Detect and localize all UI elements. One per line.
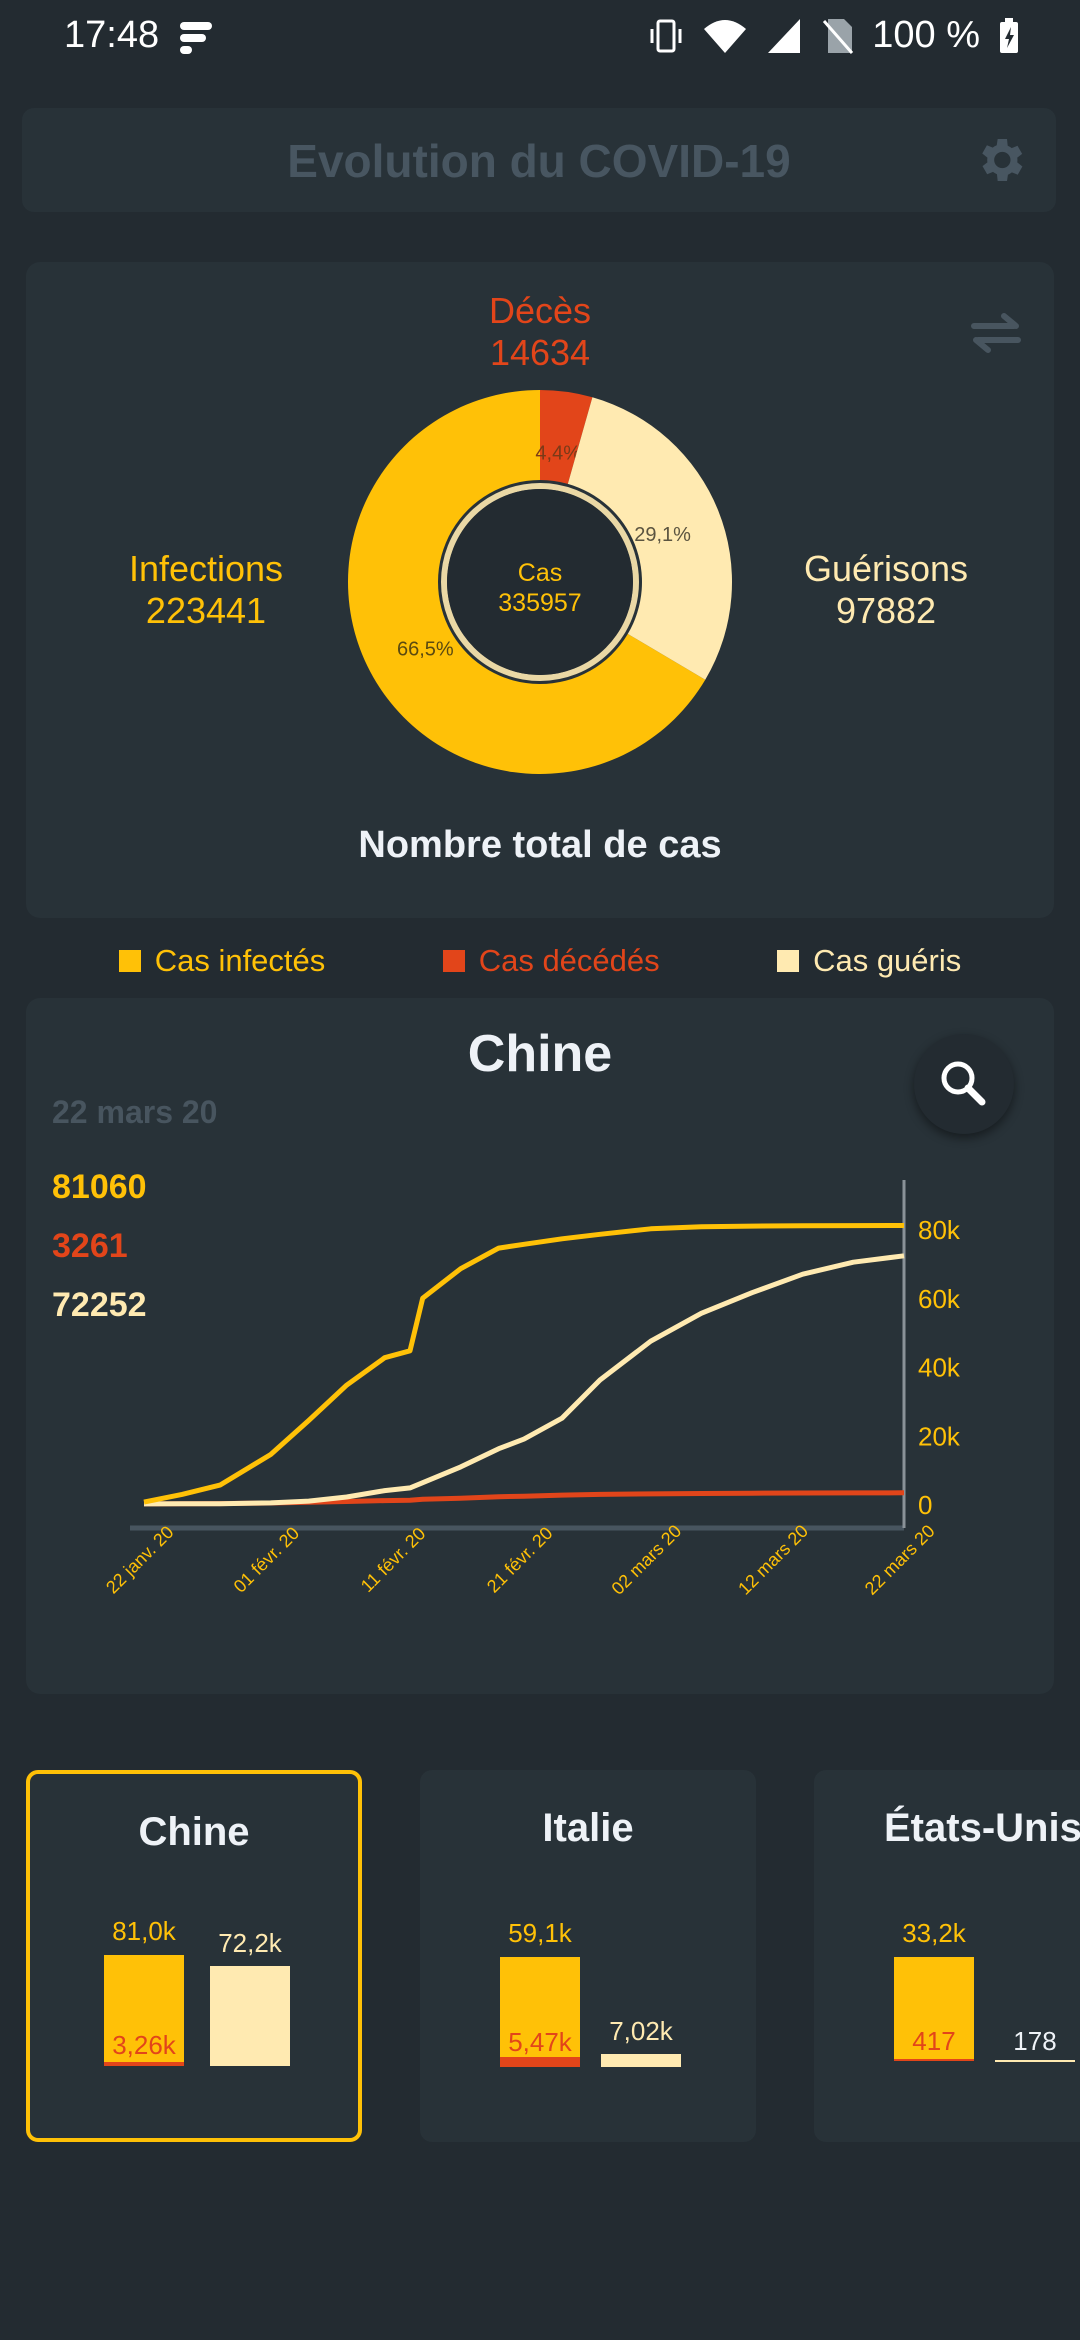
chart-legend: Cas infectés Cas décédés Cas guéris: [0, 936, 1080, 986]
bar-infected: [894, 1957, 974, 2061]
selected-infected-value: 81060: [52, 1168, 147, 1206]
y-tick-label: 0: [918, 1490, 932, 1520]
legend-deceased-label: Cas décédés: [478, 943, 660, 978]
country-card-name: Chine: [138, 1810, 250, 1854]
y-tick-label: 20k: [918, 1421, 961, 1451]
app-title: Evolution du COVID-19: [287, 135, 791, 187]
total-cases-donut-chart: 66,5% 4,4% 29,1%: [348, 390, 733, 774]
notification-app-icon: [180, 22, 212, 54]
deaths-summary: Décès 14634: [26, 290, 1054, 374]
donut-label-infected: 66,5%: [397, 638, 454, 660]
infections-label: Infections: [128, 548, 284, 589]
country-evolution-card: 0 20k 40k 60k 80k 22 janv. 20 01 févr. 20 11 fé…: [26, 998, 1054, 1694]
bar-deceased-label: 5,47k: [508, 2027, 572, 2057]
country-card-name: Italie: [542, 1806, 634, 1850]
donut-inner-ring: [441, 483, 639, 681]
donut-chart-title: Nombre total de cas: [358, 824, 722, 866]
bar-infected-label: 59,1k: [508, 1918, 572, 1948]
bar-recovered-label: 72,2k: [218, 1928, 282, 1958]
deaths-value: 14634: [489, 332, 591, 373]
legend-recovered[interactable]: Cas guéris: [777, 936, 961, 986]
x-tick-label: 21 févr. 20: [483, 1523, 557, 1597]
bar-deceased: [104, 2062, 184, 2066]
bar-infected: [500, 1957, 580, 2067]
country-evolution-line-chart[interactable]: 0 20k 40k 60k 80k 22 janv. 20 01 févr. 20 11 fé…: [26, 998, 1054, 1694]
app-header: Evolution du COVID-19: [22, 108, 1056, 212]
bar-deceased-label: 3,26k: [112, 2030, 176, 2060]
legend-infected[interactable]: Cas infectés: [118, 936, 326, 986]
selected-date: 22 mars 20: [52, 1094, 218, 1130]
x-tick-label: 22 janv. 20: [102, 1522, 177, 1597]
bar-infected-label: 33,2k: [902, 1918, 966, 1948]
donut-hole: [447, 489, 633, 675]
donut-slice-deceased[interactable]: [540, 390, 593, 484]
selected-recovered-value: 72252: [52, 1286, 147, 1324]
bar-infected-label: 81,0k: [112, 1916, 176, 1946]
donut-label-deceased: 4,4%: [535, 442, 581, 464]
donut-label-recovered: 29,1%: [634, 524, 691, 546]
legend-deceased[interactable]: Cas décédés: [442, 936, 660, 986]
recoveries-summary: Guérisons 97882: [746, 548, 1026, 632]
bar-deceased: [500, 2057, 580, 2067]
battery-charging-icon: [1000, 17, 1018, 53]
no-sim-icon: [823, 18, 854, 54]
x-tick-label: 22 mars 20: [861, 1521, 939, 1599]
donut-slice-infected[interactable]: [348, 390, 706, 774]
bar-infected: [104, 1955, 184, 2066]
search-icon: [941, 1061, 986, 1106]
legend-recovered-swatch: [777, 950, 800, 972]
donut-center-label: Cas: [517, 559, 563, 587]
donut-center-value: 335957: [498, 589, 582, 617]
bar-recovered-label: 7,02k: [609, 2016, 673, 2046]
infections-value: 223441: [145, 590, 267, 631]
country-card-italie[interactable]: Italie 59,1k 5,47k 7,02k: [420, 1770, 756, 2142]
line-recovered: [143, 1253, 905, 1507]
country-title: Chine: [467, 1025, 613, 1083]
legend-infected-label: Cas infectés: [154, 943, 326, 978]
y-tick-label: 40k: [918, 1353, 961, 1383]
x-tick-label: 12 mars 20: [734, 1521, 812, 1599]
recoveries-label: Guérisons: [803, 548, 969, 589]
x-tick-label: 02 mars 20: [608, 1521, 686, 1599]
swap-arrows-icon[interactable]: [966, 308, 1026, 358]
country-card-etats-unis[interactable]: États-Unis 33,2k 417 178: [814, 1770, 1080, 2142]
battery-percent: 100 %: [872, 14, 980, 56]
legend-infected-swatch: [118, 950, 141, 972]
infections-summary: Infections 223441: [66, 548, 346, 632]
country-card-name: États-Unis: [884, 1806, 1080, 1850]
bar-recovered: [995, 2060, 1075, 2062]
x-tick-label: 01 févr. 20: [230, 1523, 304, 1597]
settings-gear-icon[interactable]: [972, 132, 1028, 188]
total-cases-card: Décès 14634 Infections 223441 Guérisons …: [26, 262, 1054, 918]
bar-recovered-label: 178: [1013, 2026, 1057, 2056]
status-time: 17:48: [64, 14, 160, 56]
recoveries-value: 97882: [835, 590, 937, 631]
wifi-icon: [704, 19, 747, 53]
donut-center: Cas 335957: [342, 558, 738, 618]
y-tick-label: 60k: [918, 1284, 961, 1314]
x-tick-label: 11 févr. 20: [357, 1523, 430, 1596]
donut-slice-recovered[interactable]: [567, 397, 733, 680]
search-country-button[interactable]: [914, 1034, 1014, 1134]
line-infected: [143, 1223, 905, 1505]
deaths-label: Décès: [488, 290, 592, 331]
bar-deceased-label: 417: [912, 2026, 956, 2056]
legend-deceased-swatch: [442, 950, 465, 972]
bar-recovered: [210, 1966, 290, 2066]
bar-recovered: [601, 2054, 681, 2067]
legend-recovered-label: Cas guéris: [813, 943, 962, 978]
vibrate-icon: [650, 19, 682, 52]
signal-icon: [768, 18, 801, 53]
bar-deceased: [894, 2059, 974, 2061]
y-tick-label: 80k: [918, 1215, 961, 1245]
selected-deceased-value: 3261: [52, 1227, 128, 1265]
status-bar: 17:48 100 %: [0, 0, 1080, 80]
country-card-chine[interactable]: Chine 81,0k 3,26k 72,2k: [26, 1770, 362, 2142]
